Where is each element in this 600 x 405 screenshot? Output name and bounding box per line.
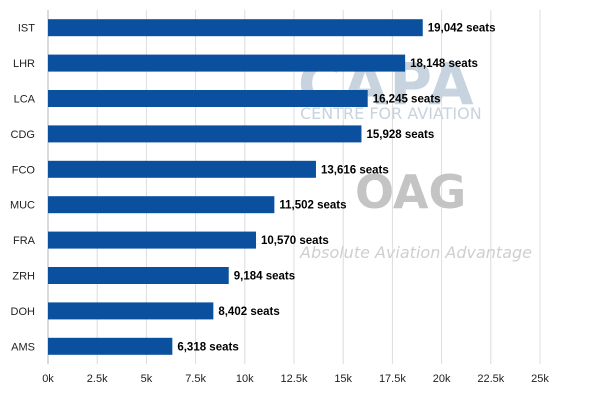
x-tick-label: 5k — [141, 373, 153, 385]
category-label: FCO — [12, 164, 36, 176]
data-label: 16,245 seats — [373, 94, 441, 106]
bar — [48, 19, 423, 37]
watermark-capa-subtitle: CENTRE FOR AVIATION — [300, 104, 482, 123]
bar — [48, 196, 275, 214]
data-label: 15,928 seats — [366, 129, 434, 141]
bar — [48, 54, 406, 72]
category-label: LHR — [13, 58, 35, 70]
bar — [48, 231, 257, 249]
category-label: IST — [18, 23, 35, 35]
watermark-oag-logo: OAG — [355, 165, 466, 219]
bar — [48, 337, 173, 355]
category-label: FRA — [13, 235, 36, 247]
category-labels: IST LHR LCA CDG FCO MUC FRA ZRH DOH AMS — [10, 23, 36, 354]
bar — [48, 160, 316, 178]
x-tick-label: 15k — [334, 373, 352, 385]
bar — [48, 125, 362, 143]
category-label: MUC — [10, 200, 35, 212]
x-tick-label: 25k — [531, 373, 549, 385]
x-axis-ticks: 0k 2.5k 5k 7.5k 10k 12.5k 15k 17.5k 20k 22.5k 25k — [42, 373, 549, 385]
category-label: LCA — [14, 94, 36, 106]
data-labels: 19,042 seats 18,148 seats 16,245 seats 15,9… — [177, 23, 495, 354]
x-tick-label: 10k — [236, 373, 254, 385]
x-tick-label: 12.5k — [281, 373, 308, 385]
category-label: CDG — [11, 129, 35, 141]
bar — [48, 302, 214, 320]
watermark: CAPA CENTRE FOR AVIATION OAG Absolute Av… — [298, 50, 532, 262]
data-label: 8,402 seats — [218, 306, 279, 318]
category-label: AMS — [11, 341, 35, 353]
data-label: 13,616 seats — [321, 164, 389, 176]
category-label: ZRH — [12, 271, 35, 283]
data-label: 18,148 seats — [410, 58, 478, 70]
data-label: 10,570 seats — [261, 235, 329, 247]
bars — [48, 19, 423, 355]
x-tick-label: 2.5k — [87, 373, 108, 385]
x-tick-label: 20k — [433, 373, 451, 385]
data-label: 11,502 seats — [279, 200, 346, 212]
x-tick-label: 22.5k — [477, 373, 504, 385]
data-label: 9,184 seats — [234, 271, 295, 283]
data-label: 19,042 seats — [428, 23, 496, 35]
category-label: DOH — [11, 306, 36, 318]
x-tick-label: 0k — [42, 373, 54, 385]
x-tick-label: 7.5k — [185, 373, 206, 385]
x-tick-label: 17.5k — [379, 373, 406, 385]
bar — [48, 267, 229, 284]
bar — [48, 90, 368, 107]
data-label: 6,318 seats — [177, 341, 238, 353]
watermark-oag-tagline: Absolute Aviation Advantage — [299, 243, 532, 262]
